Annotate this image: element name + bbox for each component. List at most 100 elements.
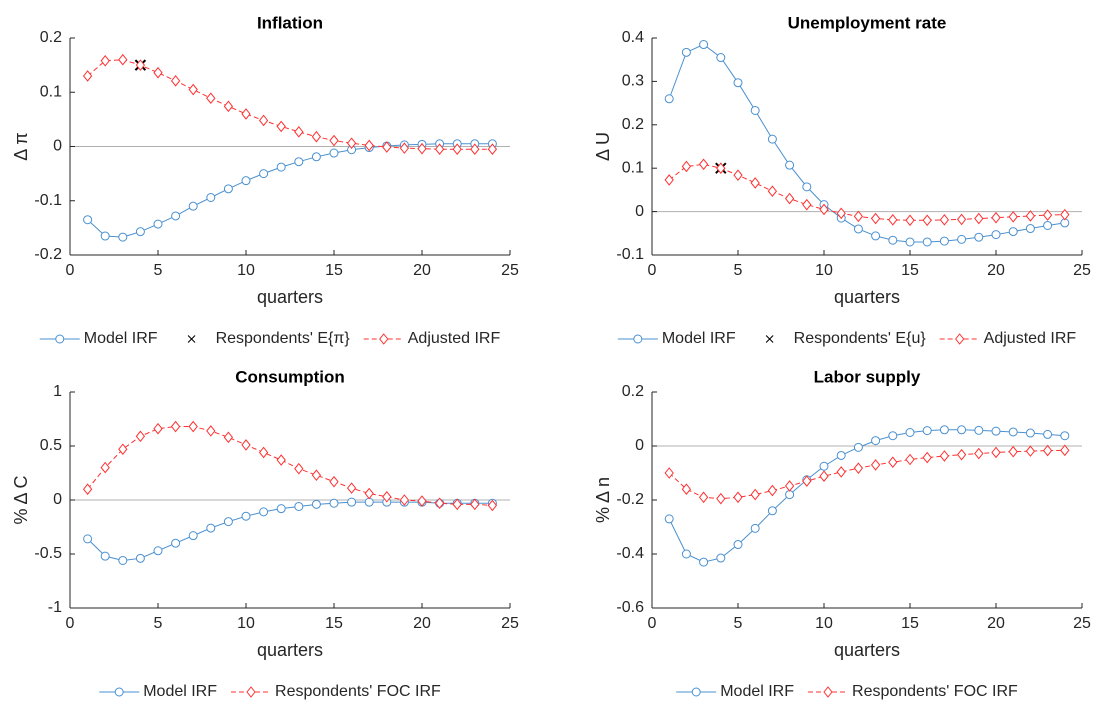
marker [681, 47, 691, 57]
marker [294, 126, 304, 138]
marker [329, 475, 339, 488]
marker [767, 506, 777, 516]
y-axis-label: Δ π [11, 132, 31, 160]
marker [664, 94, 674, 104]
y-tick-label: -0.1 [616, 246, 644, 263]
marker [733, 78, 743, 88]
series-line [668, 43, 1065, 243]
x-tick-label: 15 [325, 615, 343, 632]
x-tick-label: 20 [413, 615, 431, 632]
marker [802, 198, 812, 211]
marker [1060, 444, 1070, 457]
marker [784, 192, 795, 205]
marker [698, 491, 709, 504]
marker [836, 466, 846, 478]
marker [276, 504, 286, 514]
legend-item: Model IRF [617, 330, 736, 347]
marker [974, 232, 984, 242]
marker [206, 523, 216, 533]
marker [118, 443, 128, 456]
marker [470, 143, 480, 156]
legend-item: Model IRF [99, 683, 217, 700]
marker [691, 687, 701, 697]
x-tick-label: 0 [648, 615, 657, 632]
x-tick-label: 10 [815, 262, 833, 279]
marker [871, 436, 881, 446]
marker [819, 203, 829, 216]
x-tick-label: 5 [154, 615, 163, 632]
marker [434, 143, 445, 156]
x-tick-label: 15 [901, 615, 919, 632]
marker [347, 497, 357, 507]
series-line [87, 426, 493, 506]
marker [957, 234, 967, 244]
x-axis-label: quarters [257, 287, 323, 307]
marker [1025, 224, 1035, 234]
marker [853, 224, 863, 234]
x-tick-label: 0 [648, 262, 657, 279]
marker [311, 499, 321, 509]
marker [100, 231, 110, 241]
x-tick-label: 10 [237, 262, 255, 279]
marker [836, 207, 846, 220]
marker [82, 483, 93, 496]
marker [294, 462, 304, 475]
marker [991, 446, 1001, 459]
y-tick-label: 0.5 [40, 437, 62, 454]
y-tick-label: -0.6 [616, 599, 644, 616]
marker [259, 507, 269, 517]
y-tick-label: 0.2 [40, 29, 62, 46]
x-tick-label: 5 [154, 262, 163, 279]
marker [974, 425, 984, 435]
marker [223, 431, 234, 444]
marker [329, 134, 339, 147]
subplot: 0 5 10 15 20 25 -0.6 -0.4 -0.2 0 0.2 Labor supply qu… [593, 367, 1091, 700]
marker [223, 184, 233, 194]
marker [346, 137, 357, 150]
marker [171, 538, 181, 548]
marker [153, 546, 163, 556]
marker [294, 501, 304, 511]
marker [114, 687, 124, 697]
marker [939, 214, 950, 226]
legend-label: Respondents' FOC IRF [852, 683, 1018, 700]
marker [83, 534, 93, 544]
marker [311, 130, 322, 143]
marker [802, 182, 812, 192]
subplot: 0 5 10 15 20 25-0.100.10.20.30.4Unemployment … [593, 13, 1091, 347]
marker [1025, 210, 1036, 222]
marker [135, 430, 146, 443]
marker [819, 470, 829, 483]
marker [364, 497, 374, 507]
y-tick-label: 0.3 [622, 73, 644, 90]
marker [241, 108, 251, 120]
marker [699, 40, 709, 50]
series-line [668, 449, 1065, 500]
marker [785, 160, 795, 170]
marker [681, 160, 692, 173]
legend: Model IRF Respondents' E{u} Adjusted IRF [617, 330, 1076, 347]
marker [664, 467, 674, 479]
marker [100, 551, 110, 561]
subplot: 0 5 10 15 20 25 -0.2 -0.1 0 0.1 0.2 Inflation quarte… [11, 13, 519, 347]
legend-label: Model IRF [720, 683, 794, 700]
marker [259, 169, 269, 179]
marker [246, 686, 256, 698]
marker [870, 212, 881, 225]
marker [957, 425, 967, 435]
series-line [87, 59, 493, 150]
x-tick-label: 25 [501, 262, 519, 279]
marker [905, 453, 915, 466]
marker [135, 553, 145, 563]
marker [399, 142, 410, 154]
x-tick-label: 20 [413, 262, 431, 279]
marker [170, 75, 181, 87]
marker [1025, 428, 1035, 438]
legend: Model IRF Respondents' FOC IRF [99, 683, 441, 700]
marker [276, 162, 286, 172]
marker [939, 425, 949, 435]
marker [991, 230, 1001, 240]
marker [853, 442, 863, 452]
